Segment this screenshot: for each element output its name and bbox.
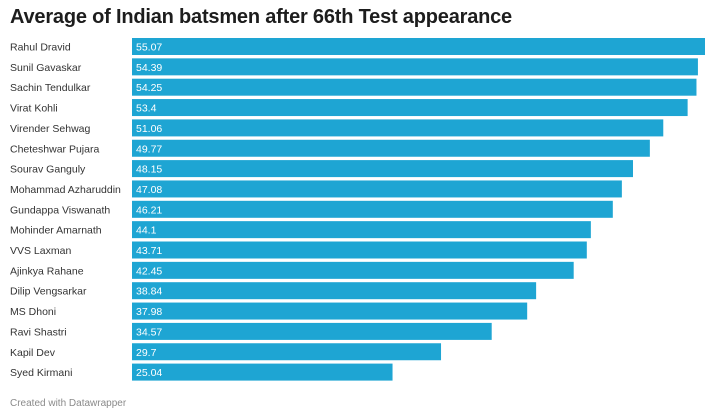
value-label: 51.06 bbox=[136, 123, 162, 135]
bar bbox=[132, 282, 537, 300]
bar-row: Sachin Tendulkar 54.25 bbox=[10, 78, 697, 96]
bar bbox=[132, 221, 591, 239]
value-label: 44.1 bbox=[136, 225, 157, 237]
value-label: 37.98 bbox=[136, 306, 162, 318]
category-label: Virender Sehwag bbox=[10, 123, 91, 135]
footer-credit: Created with Datawrapper bbox=[10, 398, 127, 409]
bar bbox=[132, 363, 393, 381]
bar bbox=[132, 302, 528, 320]
category-label: Virat Kohli bbox=[10, 103, 58, 115]
bar bbox=[132, 38, 705, 55]
bar bbox=[132, 180, 622, 198]
value-label: 38.84 bbox=[136, 286, 162, 298]
bar bbox=[132, 58, 698, 76]
bar bbox=[132, 99, 688, 117]
category-label: Sourav Ganguly bbox=[10, 164, 86, 176]
category-label: MS Dhoni bbox=[10, 306, 56, 318]
category-label: Mohammad Azharuddin bbox=[10, 184, 121, 196]
chart-title: Average of Indian batsmen after 66th Tes… bbox=[10, 6, 512, 28]
bar bbox=[132, 261, 574, 279]
bar-row: Mohinder Amarnath 44.1 bbox=[10, 221, 591, 239]
bar bbox=[132, 200, 613, 218]
category-label: Dilip Vengsarkar bbox=[10, 286, 87, 298]
value-label: 48.15 bbox=[136, 164, 162, 176]
value-label: 47.08 bbox=[136, 184, 162, 196]
category-label: Ravi Shastri bbox=[10, 326, 67, 338]
category-label: Mohinder Amarnath bbox=[10, 225, 102, 237]
bar-row: Sunil Gavaskar 54.39 bbox=[10, 58, 698, 76]
value-label: 34.57 bbox=[136, 326, 162, 338]
value-label: 54.25 bbox=[136, 82, 162, 94]
category-label: Sachin Tendulkar bbox=[10, 82, 91, 94]
value-label: 25.04 bbox=[136, 367, 162, 379]
value-label: 29.7 bbox=[136, 347, 157, 359]
category-label: Sunil Gavaskar bbox=[10, 62, 82, 74]
category-label: Ajinkya Rahane bbox=[10, 265, 84, 277]
bar-row: Cheteshwar Pujara 49.77 bbox=[10, 139, 650, 157]
bar bbox=[132, 139, 650, 157]
bar-row: Rahul Dravid 55.07 bbox=[10, 38, 705, 55]
bar bbox=[132, 78, 697, 96]
bar-row: Mohammad Azharuddin 47.08 bbox=[10, 180, 622, 198]
category-label: VVS Laxman bbox=[10, 245, 71, 257]
category-label: Rahul Dravid bbox=[10, 42, 71, 54]
bar-row: Virat Kohli 53.4 bbox=[10, 99, 688, 117]
value-label: 54.39 bbox=[136, 62, 162, 74]
bar bbox=[132, 241, 587, 259]
bar-row: Gundappa Viswanath 46.21 bbox=[10, 200, 613, 218]
bar bbox=[132, 343, 442, 361]
bar bbox=[132, 322, 492, 340]
value-label: 55.07 bbox=[136, 42, 162, 54]
bar-row: Ravi Shastri 34.57 bbox=[10, 322, 492, 340]
bar-row: Kapil Dev 29.7 bbox=[10, 343, 442, 361]
bar-row: Sourav Ganguly 48.15 bbox=[10, 160, 633, 178]
bar-row: MS Dhoni 37.98 bbox=[10, 302, 528, 320]
category-label: Gundappa Viswanath bbox=[10, 204, 110, 216]
bar-row: Dilip Vengsarkar 38.84 bbox=[10, 282, 537, 300]
value-label: 42.45 bbox=[136, 265, 162, 277]
category-label: Syed Kirmani bbox=[10, 367, 72, 379]
bar-row: Ajinkya Rahane 42.45 bbox=[10, 261, 574, 279]
bar bbox=[132, 160, 633, 178]
value-label: 43.71 bbox=[136, 245, 162, 257]
bars-layer: Rahul Dravid 55.07 Sunil Gavaskar 54.39 Sach… bbox=[10, 38, 705, 381]
value-label: 53.4 bbox=[136, 103, 157, 115]
value-label: 46.21 bbox=[136, 204, 162, 216]
value-label: 49.77 bbox=[136, 143, 162, 155]
bar-row: Syed Kirmani 25.04 bbox=[10, 363, 393, 381]
bar-row: Virender Sehwag 51.06 bbox=[10, 119, 664, 137]
bar bbox=[132, 119, 664, 137]
category-label: Cheteshwar Pujara bbox=[10, 143, 99, 155]
category-label: Kapil Dev bbox=[10, 347, 56, 359]
bar-row: VVS Laxman 43.71 bbox=[10, 241, 587, 259]
